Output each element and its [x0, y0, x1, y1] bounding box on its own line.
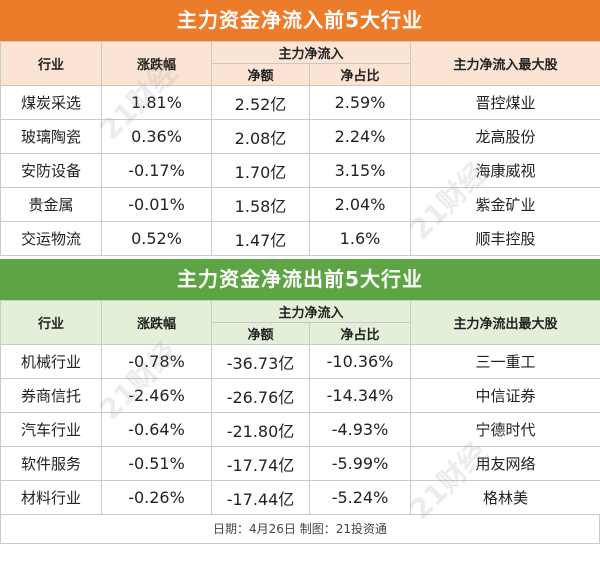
net-ratio-cell: 2.04% [308, 187, 412, 222]
top-stock-cell: 格林美 [410, 480, 600, 515]
net-amount-cell: -36.73亿 [211, 344, 310, 379]
table-row: 煤炭采选 1.81% 2.52亿 2.59% 晋控煤业 [0, 85, 600, 120]
net-ratio-cell: -4.93% [308, 412, 412, 447]
change-cell: -0.78% [101, 344, 212, 379]
industry-cell: 贵金属 [0, 187, 102, 222]
header-change: 涨跌幅 [101, 41, 212, 86]
change-cell: -0.17% [101, 153, 212, 188]
industry-cell: 材料行业 [0, 480, 102, 515]
header-change: 涨跌幅 [101, 300, 212, 345]
net-amount-cell: 1.70亿 [211, 153, 310, 188]
industry-cell: 券商信托 [0, 378, 102, 413]
net-amount-cell: 2.08亿 [211, 119, 310, 154]
industry-cell: 交运物流 [0, 221, 102, 256]
top-stock-cell: 海康威视 [410, 153, 600, 188]
header-net-ratio: 净占比 [308, 63, 412, 86]
industry-cell: 安防设备 [0, 153, 102, 188]
table-row: 券商信托 -2.46% -26.76亿 -14.34% 中信证券 [0, 378, 600, 413]
top-stock-cell: 龙高股份 [410, 119, 600, 154]
change-cell: -0.64% [101, 412, 212, 447]
inflow-table: 行业 涨跌幅 主力净流入 主力净流入最大股 净额 净占比 煤炭采选 1.81% … [0, 41, 600, 256]
net-amount-cell: -21.80亿 [211, 412, 310, 447]
top-stock-cell: 用友网络 [410, 446, 600, 481]
top-stock-cell: 晋控煤业 [410, 85, 600, 120]
net-ratio-cell: 1.6% [308, 221, 412, 256]
table-row: 贵金属 -0.01% 1.58亿 2.04% 紫金矿业 [0, 187, 600, 222]
outflow-section: 主力资金净流出前5大行业 行业 涨跌幅 主力净流入 主力净流出最大股 净额 净占… [0, 259, 600, 544]
header-main-flow: 主力净流入 [210, 41, 412, 64]
net-ratio-cell: 2.59% [308, 85, 412, 120]
net-amount-cell: 2.52亿 [211, 85, 310, 120]
header-net-amount: 净额 [211, 322, 310, 345]
net-amount-cell: -26.76亿 [211, 378, 310, 413]
change-cell: -2.46% [101, 378, 212, 413]
change-cell: -0.26% [101, 480, 212, 515]
industry-cell: 汽车行业 [0, 412, 102, 447]
inflow-title: 主力资金净流入前5大行业 [0, 0, 600, 41]
industry-cell: 煤炭采选 [0, 85, 102, 120]
top-stock-cell: 紫金矿业 [410, 187, 600, 222]
industry-cell: 机械行业 [0, 344, 102, 379]
net-ratio-cell: 2.24% [308, 119, 412, 154]
header-main-flow: 主力净流入 [210, 300, 412, 323]
table-row: 玻璃陶瓷 0.36% 2.08亿 2.24% 龙高股份 [0, 119, 600, 154]
net-ratio-cell: -10.36% [308, 344, 412, 379]
header-industry: 行业 [0, 300, 102, 345]
table-row: 汽车行业 -0.64% -21.80亿 -4.93% 宁德时代 [0, 412, 600, 447]
net-amount-cell: -17.44亿 [211, 480, 310, 515]
change-cell: -0.51% [101, 446, 212, 481]
table-row: 交运物流 0.52% 1.47亿 1.6% 顺丰控股 [0, 221, 600, 256]
change-cell: 1.81% [101, 85, 212, 120]
net-ratio-cell: 3.15% [308, 153, 412, 188]
net-amount-cell: 1.58亿 [211, 187, 310, 222]
net-amount-cell: -17.74亿 [211, 446, 310, 481]
outflow-title: 主力资金净流出前5大行业 [0, 259, 600, 300]
net-amount-cell: 1.47亿 [211, 221, 310, 256]
change-cell: 0.52% [101, 221, 212, 256]
change-cell: 0.36% [101, 119, 212, 154]
table-row: 软件服务 -0.51% -17.74亿 -5.99% 用友网络 [0, 446, 600, 481]
top-stock-cell: 宁德时代 [410, 412, 600, 447]
header-net-ratio: 净占比 [308, 322, 412, 345]
top-stock-cell: 中信证券 [410, 378, 600, 413]
net-ratio-cell: -5.24% [308, 480, 412, 515]
industry-cell: 软件服务 [0, 446, 102, 481]
outflow-table: 行业 涨跌幅 主力净流入 主力净流出最大股 净额 净占比 机械行业 -0.78%… [0, 300, 600, 515]
table-row: 安防设备 -0.17% 1.70亿 3.15% 海康威视 [0, 153, 600, 188]
industry-cell: 玻璃陶瓷 [0, 119, 102, 154]
net-ratio-cell: -14.34% [308, 378, 412, 413]
header-top-stock: 主力净流出最大股 [410, 300, 600, 345]
top-stock-cell: 三一重工 [410, 344, 600, 379]
net-ratio-cell: -5.99% [308, 446, 412, 481]
top-stock-cell: 顺丰控股 [410, 221, 600, 256]
header-top-stock: 主力净流入最大股 [410, 41, 600, 86]
change-cell: -0.01% [101, 187, 212, 222]
inflow-section: 主力资金净流入前5大行业 行业 涨跌幅 主力净流入 主力净流入最大股 净额 净占… [0, 0, 600, 256]
table-row: 机械行业 -0.78% -36.73亿 -10.36% 三一重工 [0, 344, 600, 379]
table-row: 材料行业 -0.26% -17.44亿 -5.24% 格林美 [0, 480, 600, 515]
footer-caption: 日期：4月26日 制图：21投资通 [0, 515, 600, 544]
header-net-amount: 净额 [211, 63, 310, 86]
header-industry: 行业 [0, 41, 102, 86]
